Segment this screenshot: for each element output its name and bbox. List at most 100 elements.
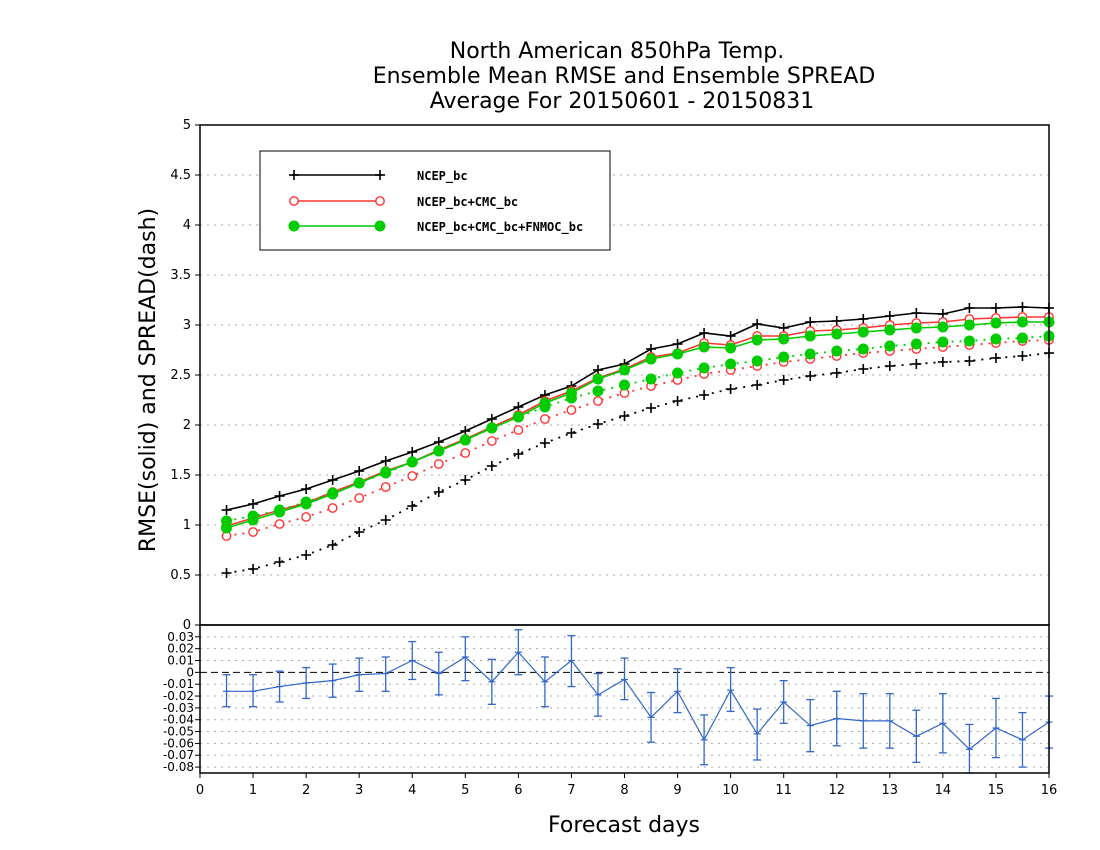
rmse-point-ncep-bc	[884, 311, 895, 321]
spread-point-ncep-bc-cmc-bc-fnmoc-bc	[1016, 332, 1028, 344]
rmse-point-ncep-bc-cmc-bc-fnmoc-bc	[512, 411, 524, 423]
spread-point-ncep-bc	[301, 550, 312, 560]
diff-y-tick-label: -0.05	[163, 725, 194, 739]
spread-point-ncep-bc	[699, 390, 710, 400]
rmse-point-ncep-bc	[911, 308, 922, 318]
spread-point-ncep-bc	[407, 501, 418, 511]
legend-marker-left-ncep-bc-cmc-bc	[289, 196, 299, 206]
spread-point-ncep-bc-cmc-bc-fnmoc-bc	[619, 379, 630, 391]
x-tick-label: 8	[620, 783, 628, 798]
spread-point-ncep-bc-cmc-bc	[380, 482, 391, 492]
rmse-point-ncep-bc	[805, 317, 816, 327]
rmse-point-ncep-bc	[1017, 302, 1028, 312]
main-y-ticks: 0 0.5 1 1.5 2 2.5 3 3.5 4 4.5 5	[170, 118, 200, 633]
spread-point-ncep-bc	[354, 527, 365, 537]
rmse-point-ncep-bc-cmc-bc-fnmoc-bc	[778, 333, 790, 345]
spread-point-ncep-bc-cmc-bc-fnmoc-bc	[963, 335, 975, 347]
x-tick-label: 16	[1041, 783, 1058, 798]
rmse-point-ncep-bc	[831, 316, 842, 326]
rmse-point-ncep-bc-cmc-bc-fnmoc-bc	[910, 322, 922, 334]
rmse-point-ncep-bc	[699, 328, 710, 338]
x-tick-label: 6	[514, 783, 522, 798]
spread-point-ncep-bc	[592, 419, 603, 429]
rmse-point-ncep-bc-cmc-bc-fnmoc-bc	[645, 353, 657, 365]
spread-point-ncep-bc	[805, 371, 816, 381]
x-tick-label: 1	[249, 783, 257, 798]
spread-point-ncep-bc	[646, 403, 657, 413]
spread-point-ncep-bc-cmc-bc	[274, 519, 285, 529]
main-series	[221, 302, 1055, 578]
spread-point-ncep-bc	[566, 428, 577, 438]
spread-point-ncep-bc	[911, 359, 922, 369]
spread-point-ncep-bc	[831, 368, 842, 378]
x-tick-label: 11	[775, 783, 792, 798]
main-y-tick-label: 2.5	[170, 368, 191, 383]
rmse-point-ncep-bc-cmc-bc-fnmoc-bc	[1016, 316, 1028, 328]
rmse-point-ncep-bc-cmc-bc-fnmoc-bc	[963, 319, 975, 331]
main-y-tick-label: 4.5	[170, 168, 191, 183]
main-y-tick-label: 1	[183, 518, 191, 533]
spread-point-ncep-bc	[619, 411, 630, 421]
diff-y-tick-label: -0.08	[163, 760, 194, 774]
spread-point-ncep-bc	[248, 564, 259, 574]
spread-point-ncep-bc-cmc-bc-fnmoc-bc	[778, 351, 790, 363]
spread-point-ncep-bc-cmc-bc-fnmoc-bc	[645, 373, 657, 385]
legend-label-ncep: NCEP_bc	[417, 169, 468, 184]
spread-point-ncep-bc	[672, 396, 683, 406]
x-tick-label: 7	[567, 783, 575, 798]
main-y-tick-label: 4	[183, 218, 191, 233]
spread-point-ncep-bc	[433, 487, 444, 497]
legend-marker-ncep	[289, 170, 385, 180]
spread-point-ncep-bc	[937, 357, 948, 367]
main-y-tick-label: 5	[183, 118, 191, 133]
rmse-point-ncep-bc-cmc-bc-fnmoc-bc	[672, 348, 684, 360]
x-tick-label: 3	[355, 783, 363, 798]
series-spread-line-ncep-bc	[226, 352, 1050, 574]
spread-point-ncep-bc-cmc-bc-fnmoc-bc	[990, 333, 1002, 345]
x-tick-label: 14	[935, 783, 952, 798]
spread-point-ncep-bc-cmc-bc	[460, 448, 471, 458]
rmse-point-ncep-bc-cmc-bc-fnmoc-bc	[857, 326, 869, 338]
rmse-point-ncep-bc	[725, 331, 736, 341]
rmse-point-ncep-bc-cmc-bc-fnmoc-bc	[831, 328, 843, 340]
diff-y-tick-label: -0.06	[163, 736, 194, 750]
rmse-point-ncep-bc-cmc-bc-fnmoc-bc	[433, 445, 445, 457]
rmse-point-ncep-bc-cmc-bc-fnmoc-bc	[725, 342, 737, 354]
rmse-point-ncep-bc-cmc-bc-fnmoc-bc	[327, 488, 339, 500]
legend-marker-right-ncep-bc-cmc-bc	[375, 196, 385, 206]
spread-point-ncep-bc	[778, 375, 789, 385]
legend-marker-left-ncep-bc	[289, 170, 299, 180]
spread-point-ncep-bc	[725, 384, 736, 394]
x-tick-label: 9	[673, 783, 681, 798]
diff-y-tick-label: 0	[186, 665, 194, 679]
main-y-tick-label: 3	[183, 318, 191, 333]
y-axis-label: RMSE(solid) and SPREAD(dash)	[136, 208, 161, 552]
rmse-point-ncep-bc-cmc-bc-fnmoc-bc	[804, 330, 816, 342]
rmse-point-ncep-bc-cmc-bc-fnmoc-bc	[221, 522, 233, 534]
rmse-point-ncep-bc-cmc-bc-fnmoc-bc	[247, 514, 259, 526]
spread-point-ncep-bc-cmc-bc	[354, 493, 365, 503]
legend-marker-left-ncep-bc-cmc-bc-fnmoc-bc	[288, 220, 300, 232]
legend-marker-right-ncep-bc-cmc-bc-fnmoc-bc	[374, 220, 386, 232]
rmse-point-ncep-bc	[672, 339, 683, 349]
spread-point-ncep-bc	[858, 364, 869, 374]
rmse-point-ncep-bc	[221, 505, 232, 515]
main-y-tick-label: 0.5	[170, 568, 191, 583]
rmse-point-ncep-bc-cmc-bc-fnmoc-bc	[884, 324, 896, 336]
spread-point-ncep-bc-cmc-bc-fnmoc-bc	[592, 385, 604, 397]
legend-label-ncep-cmc: NCEP_bc+CMC_bc	[417, 195, 518, 210]
rmse-point-ncep-bc-cmc-bc-fnmoc-bc	[619, 364, 630, 376]
spread-point-ncep-bc	[380, 515, 391, 525]
x-ticks: 0 1 2 3 4 5 6 7 8 9 10 11 12 13 14 15 16	[196, 773, 1057, 798]
legend: NCEP_bc NCEP_bc+CMC_bc NCEP_bc+CMC_bc+FN…	[259, 150, 611, 251]
rmse-point-ncep-bc-cmc-bc-fnmoc-bc	[459, 434, 471, 446]
spread-point-ncep-bc	[327, 540, 338, 550]
rmse-point-ncep-bc	[964, 303, 975, 313]
series-rmse-line-ncep-bc	[226, 306, 1050, 511]
spread-point-ncep-bc-cmc-bc	[540, 414, 550, 424]
diff-line	[226, 651, 1050, 751]
diff-y-tick-label: -0.02	[163, 689, 194, 703]
chart-title-line-2: Ensemble Mean RMSE and Ensemble SPREAD	[373, 64, 876, 89]
